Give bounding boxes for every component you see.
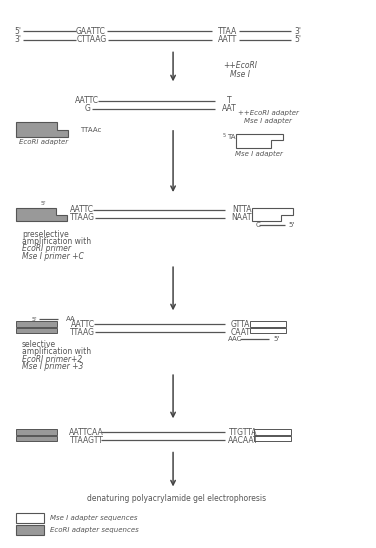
Bar xyxy=(16,430,57,435)
Text: C: C xyxy=(255,222,260,228)
Bar xyxy=(250,328,286,333)
Text: 5': 5' xyxy=(273,336,279,342)
Bar xyxy=(16,513,44,523)
Text: NTTA: NTTA xyxy=(232,205,252,214)
Text: T: T xyxy=(227,96,231,105)
Bar xyxy=(255,436,291,441)
Text: TA: TA xyxy=(227,134,235,140)
Text: AATTC: AATTC xyxy=(70,205,94,214)
Text: 5': 5' xyxy=(294,35,302,44)
Text: Mse I primer +3: Mse I primer +3 xyxy=(22,362,83,370)
Text: 5': 5' xyxy=(289,222,295,228)
Text: AATT: AATT xyxy=(218,35,237,44)
Text: TTGTTA: TTGTTA xyxy=(229,427,258,437)
Text: amplification with: amplification with xyxy=(22,347,91,356)
Text: TTAAc: TTAAc xyxy=(80,127,101,133)
Polygon shape xyxy=(16,208,67,221)
Text: 3': 3' xyxy=(14,35,21,44)
Text: CAAT: CAAT xyxy=(230,328,250,337)
Text: 5: 5 xyxy=(222,133,226,138)
Text: 5': 5' xyxy=(14,27,21,36)
Text: TTAAGTT: TTAAGTT xyxy=(70,436,103,445)
Bar xyxy=(16,328,57,333)
Text: TTAA: TTAA xyxy=(218,27,237,36)
Text: ++EcoRI: ++EcoRI xyxy=(223,61,257,70)
Text: Mse I adapter: Mse I adapter xyxy=(244,118,292,124)
Text: AAC: AAC xyxy=(228,336,242,342)
Text: TTAAG: TTAAG xyxy=(70,328,95,337)
Text: Mse I: Mse I xyxy=(230,70,250,79)
Bar xyxy=(16,525,44,535)
Text: GAATTC: GAATTC xyxy=(76,27,106,36)
Text: selective: selective xyxy=(22,340,56,350)
Text: 3': 3' xyxy=(294,27,302,36)
Polygon shape xyxy=(252,208,293,221)
Text: 5': 5' xyxy=(32,317,38,322)
Text: AA: AA xyxy=(65,316,75,322)
Text: G: G xyxy=(84,104,90,113)
Text: AATTC: AATTC xyxy=(71,319,95,329)
Bar xyxy=(16,436,57,441)
Text: GTTA: GTTA xyxy=(230,319,250,329)
Text: Mse I adapter sequences: Mse I adapter sequences xyxy=(50,515,137,521)
Text: EcoRI adapter sequences: EcoRI adapter sequences xyxy=(50,527,139,533)
Bar xyxy=(16,322,57,327)
Bar xyxy=(250,322,286,327)
Text: AATTC: AATTC xyxy=(75,96,99,105)
Text: Mse I adapter: Mse I adapter xyxy=(235,151,283,157)
Text: AATTCAA: AATTCAA xyxy=(69,427,104,437)
Text: TTAAG: TTAAG xyxy=(70,213,95,222)
Text: EcoRI primer+2: EcoRI primer+2 xyxy=(22,355,82,363)
Text: 5': 5' xyxy=(41,201,46,206)
Text: Mse I primer +C: Mse I primer +C xyxy=(22,252,84,260)
Text: NAAT: NAAT xyxy=(232,213,252,222)
Text: EcoRI adapter: EcoRI adapter xyxy=(19,139,68,145)
Text: AACAAT: AACAAT xyxy=(228,436,259,445)
Polygon shape xyxy=(236,134,283,147)
Polygon shape xyxy=(16,122,68,136)
Text: amplification with: amplification with xyxy=(22,237,91,247)
Bar xyxy=(255,430,291,435)
Text: ++EcoRI adapter: ++EcoRI adapter xyxy=(238,110,299,116)
Text: AAT: AAT xyxy=(222,104,237,113)
Text: CTTAAG: CTTAAG xyxy=(77,35,107,44)
Text: preselective: preselective xyxy=(22,230,69,239)
Text: denaturing polyacrylamide gel electrophoresis: denaturing polyacrylamide gel electropho… xyxy=(87,494,266,503)
Text: EcoRI primer: EcoRI primer xyxy=(22,244,71,253)
